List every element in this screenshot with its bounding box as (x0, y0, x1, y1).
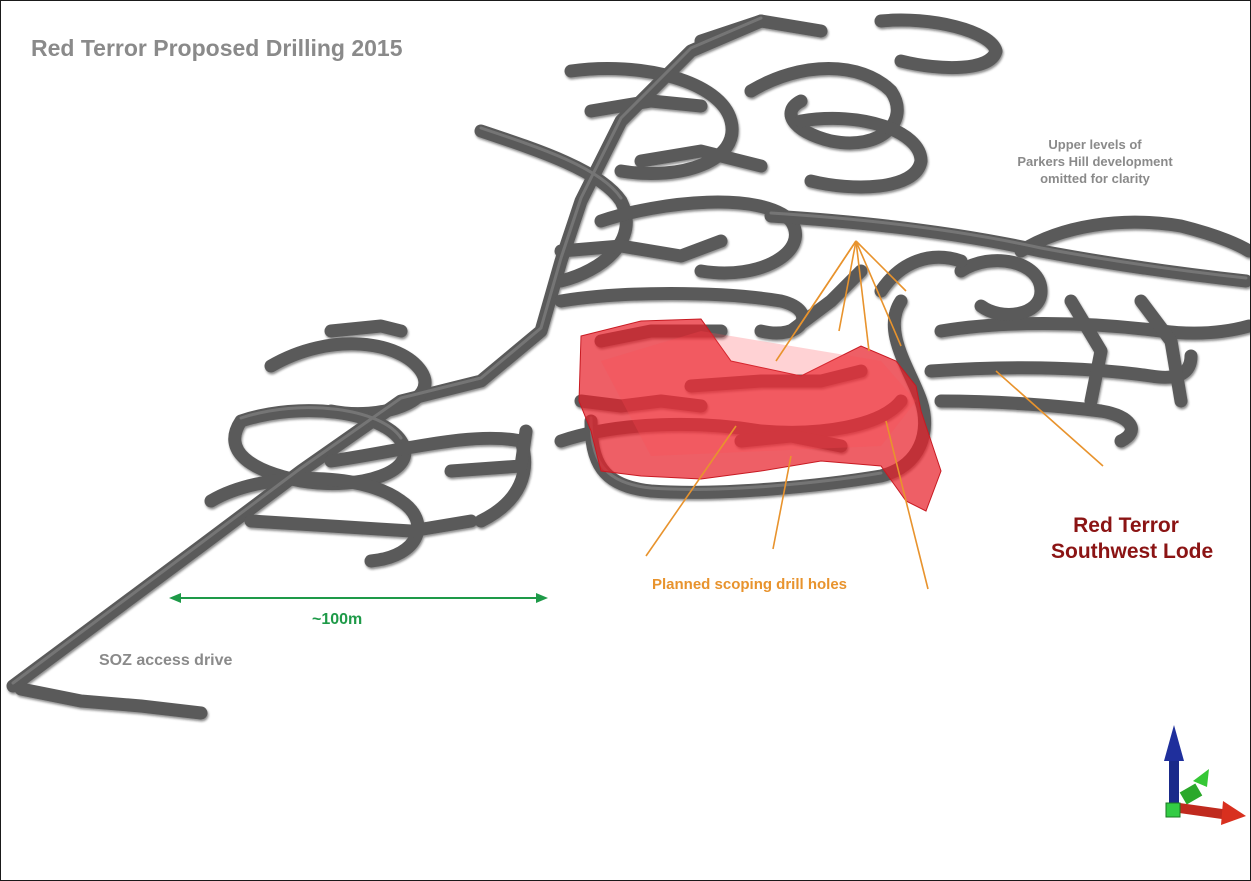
central-loop-3 (874, 13, 1003, 74)
central-branch-1 (694, 14, 828, 48)
right-branch-2 (1134, 294, 1188, 408)
left-loop-1 (264, 337, 432, 421)
right-drive-3 (934, 317, 1250, 340)
left-loop-3 (204, 472, 425, 568)
central-branch-3 (634, 144, 768, 173)
lode-label-line2: Southwest Lode (1051, 540, 1214, 563)
central-branch-4 (554, 234, 728, 263)
left-branch-3 (444, 424, 533, 478)
left-branch-2 (324, 319, 408, 338)
right-loop-1 (954, 254, 1048, 321)
upper-levels-note: Upper levels of Parkers Hill development… (1017, 137, 1173, 186)
ore-body-red-terror (578, 318, 942, 512)
scale-bar (169, 593, 548, 603)
central-ramp-1 (474, 124, 633, 288)
right-drive-1 (764, 209, 1250, 288)
right-branch-1 (1064, 294, 1108, 408)
left-loop-4 (324, 431, 532, 528)
drill-holes-label: Planned scoping drill holes (652, 576, 848, 593)
access-drive-spur (14, 682, 208, 720)
drill-hole (838, 240, 857, 332)
drill-hole (855, 240, 902, 347)
drill-hole (855, 240, 870, 352)
drill-hole (855, 240, 907, 292)
diagram-title: Red Terror Proposed Drilling 2015 (31, 35, 403, 61)
central-loop-1 (744, 62, 904, 150)
right-drive-5 (934, 394, 1138, 448)
ore-loop-lower (584, 294, 932, 499)
drill-hole (885, 420, 929, 590)
scale-bar-label: ~100m (312, 611, 363, 628)
central-branch-2 (584, 94, 708, 118)
lode-label: Red Terror Southwest Lode (1051, 513, 1214, 565)
axis-origin (1165, 802, 1181, 818)
right-drive-2 (1014, 215, 1250, 258)
drill-hole (772, 455, 792, 550)
drill-hole (995, 370, 1104, 467)
lode-label-line1: Red Terror (1073, 514, 1179, 537)
access-drive-label: SOZ access drive (99, 652, 233, 669)
drill-hole (775, 240, 857, 362)
y-axis-arrow (1179, 769, 1209, 805)
central-loop-2 (794, 111, 928, 194)
left-loop-2 (228, 404, 412, 491)
drill-hole (645, 425, 737, 557)
left-branch-1 (244, 514, 478, 538)
central-ramp-2 (564, 62, 739, 181)
right-drive-4 (924, 349, 1198, 384)
axis-triad (1164, 725, 1246, 825)
x-axis-arrow (1176, 801, 1246, 825)
right-branch-3 (874, 250, 968, 298)
z-axis-arrow (1164, 725, 1184, 807)
planned-drill-holes (645, 240, 1104, 590)
ore-spur-1 (784, 264, 868, 338)
